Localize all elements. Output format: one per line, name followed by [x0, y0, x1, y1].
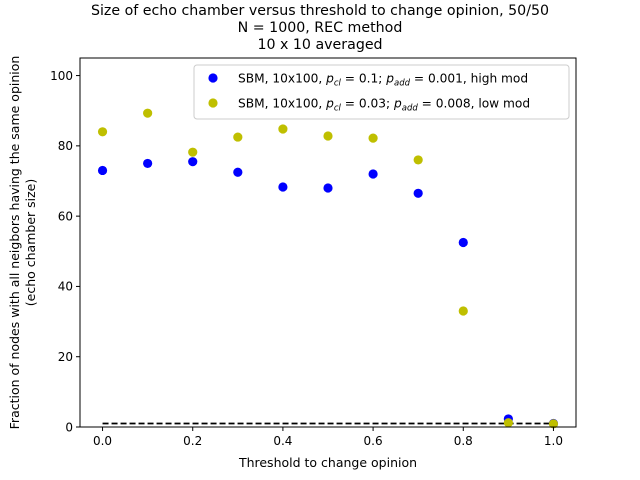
- legend-label-part: 0.001: [428, 72, 463, 86]
- legend-label-part: cl: [334, 104, 342, 114]
- legend-label-part: =: [410, 72, 428, 86]
- data-point: [548, 419, 559, 429]
- legend-marker: [208, 98, 218, 108]
- legend-label-part: , low mod: [471, 97, 531, 111]
- data-point: [323, 131, 333, 141]
- legend-label-part: cl: [334, 79, 342, 89]
- data-point: [97, 127, 108, 137]
- legend-label-part: p: [325, 72, 334, 86]
- y-tick-label: 80: [58, 139, 73, 153]
- y-tick-label: 0: [65, 420, 73, 434]
- legend: SBM, 10x100, pcl = 0.1; padd = 0.001, hi…: [193, 64, 570, 120]
- data-point: [143, 108, 153, 118]
- series-1: [97, 157, 559, 429]
- y-axis-label: Fraction of nodes with all neigbors havi…: [7, 56, 38, 430]
- legend-label-part: p: [325, 97, 334, 111]
- y-axis-label-line: (echo chamber size): [23, 179, 38, 306]
- y-tick-label: 60: [58, 209, 73, 223]
- x-tick-label: 0.8: [454, 434, 473, 448]
- data-point: [413, 188, 423, 198]
- legend-label-part: add: [402, 104, 419, 114]
- legend-label-part: 0.008: [436, 97, 471, 111]
- legend-label-part: =: [341, 72, 359, 86]
- legend-box: [193, 64, 570, 120]
- legend-label-part: 0.03: [359, 97, 386, 111]
- legend-label-part: p: [393, 97, 402, 111]
- plot-area: 0.0 0.2 0.4 0.6 0.8 1.0 0 20 40 60 80 100: [50, 57, 577, 448]
- legend-label-part: 0.1: [359, 72, 378, 86]
- data-point: [368, 169, 378, 179]
- x-axis-label: Threshold to change opinion: [238, 455, 417, 470]
- data-point: [97, 165, 108, 176]
- x-tick-label: 0.2: [183, 434, 202, 448]
- legend-marker: [208, 73, 218, 83]
- chart-title-line: 10 x 10 averaged: [257, 37, 382, 53]
- legend-label-part: SBM, 10x100,: [238, 97, 326, 111]
- y-tick-label: 20: [58, 350, 73, 364]
- data-point: [503, 418, 513, 428]
- data-point: [188, 157, 198, 167]
- legend-label-part: p: [385, 72, 394, 86]
- data-point: [413, 155, 423, 165]
- series-2: [97, 108, 559, 429]
- data-point: [368, 133, 378, 143]
- legend-label-part: SBM, 10x100,: [238, 72, 326, 86]
- legend-label: SBM, 10x100, pcl = 0.03; padd = 0.008, l…: [238, 97, 530, 114]
- x-tick-label: 0.6: [364, 434, 383, 448]
- legend-label-part: =: [418, 97, 436, 111]
- chart-title: Size of echo chamber versus threshold to…: [91, 3, 549, 53]
- chart-title-line: N = 1000, REC method: [238, 20, 403, 36]
- legend-label-part: , high mod: [463, 72, 528, 86]
- data-point: [458, 237, 468, 248]
- x-tick-label: 0.4: [273, 434, 292, 448]
- data-point: [458, 306, 468, 316]
- legend-label-part: =: [341, 97, 359, 111]
- y-axis-label-line: Fraction of nodes with all neigbors havi…: [7, 56, 22, 430]
- legend-label-part: ;: [386, 97, 394, 111]
- legend-label: SBM, 10x100, pcl = 0.1; padd = 0.001, hi…: [238, 72, 528, 89]
- chart-title-line: Size of echo chamber versus threshold to…: [91, 3, 549, 19]
- data-point: [278, 124, 288, 134]
- data-point: [323, 183, 333, 193]
- data-point: [233, 167, 243, 177]
- data-point: [143, 158, 153, 169]
- legend-label-part: add: [394, 79, 411, 89]
- x-tick-label: 1.0: [544, 434, 563, 448]
- data-point: [278, 182, 288, 192]
- data-point: [188, 147, 198, 157]
- axes-frame: [79, 57, 577, 428]
- y-tick-label: 40: [58, 280, 73, 294]
- data-point: [233, 132, 243, 142]
- y-tick-label: 100: [50, 69, 73, 83]
- x-tick-label: 0.0: [93, 434, 112, 448]
- legend-label-part: ;: [378, 72, 386, 86]
